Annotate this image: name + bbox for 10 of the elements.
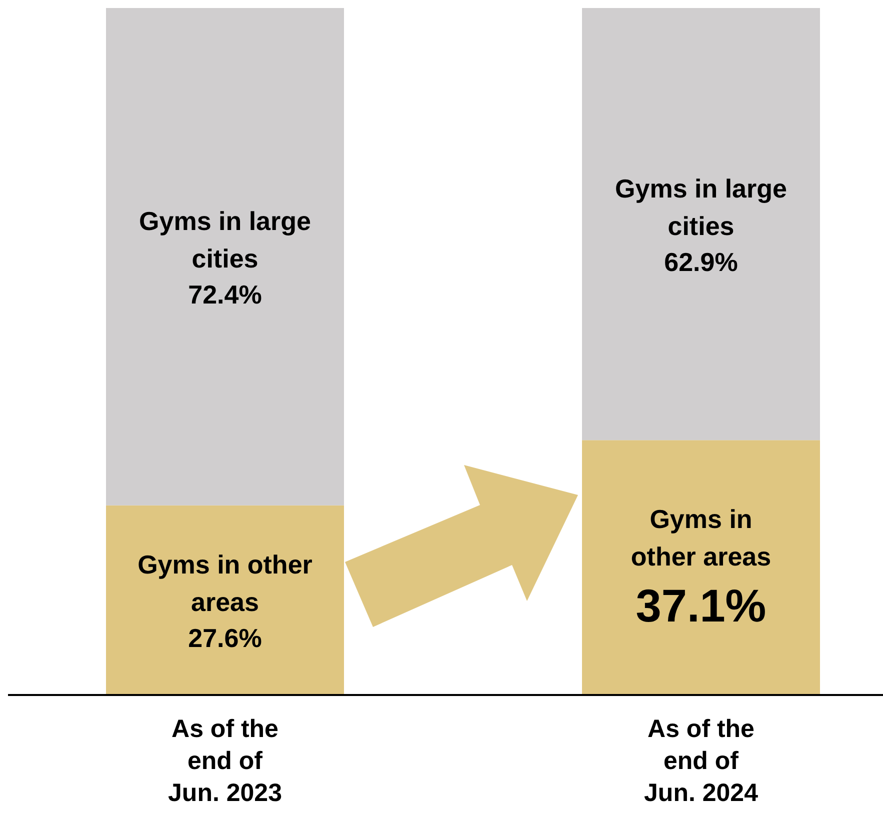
data-label: 62.9% — [664, 246, 738, 277]
x-tick-label: As of the end of Jun. 2023 — [168, 715, 282, 807]
series-label: Gyms in large cities — [139, 206, 311, 274]
data-label: 37.1% — [636, 579, 766, 632]
x-tick-label: As of the end of Jun. 2024 — [644, 715, 758, 807]
text: Gyms in large cities — [615, 173, 787, 242]
series-label: Gyms in other areas — [138, 549, 312, 618]
data-label: 72.4% — [188, 279, 262, 310]
data-label: 27.6% — [188, 622, 262, 653]
text: Gyms in other areas — [630, 504, 772, 572]
